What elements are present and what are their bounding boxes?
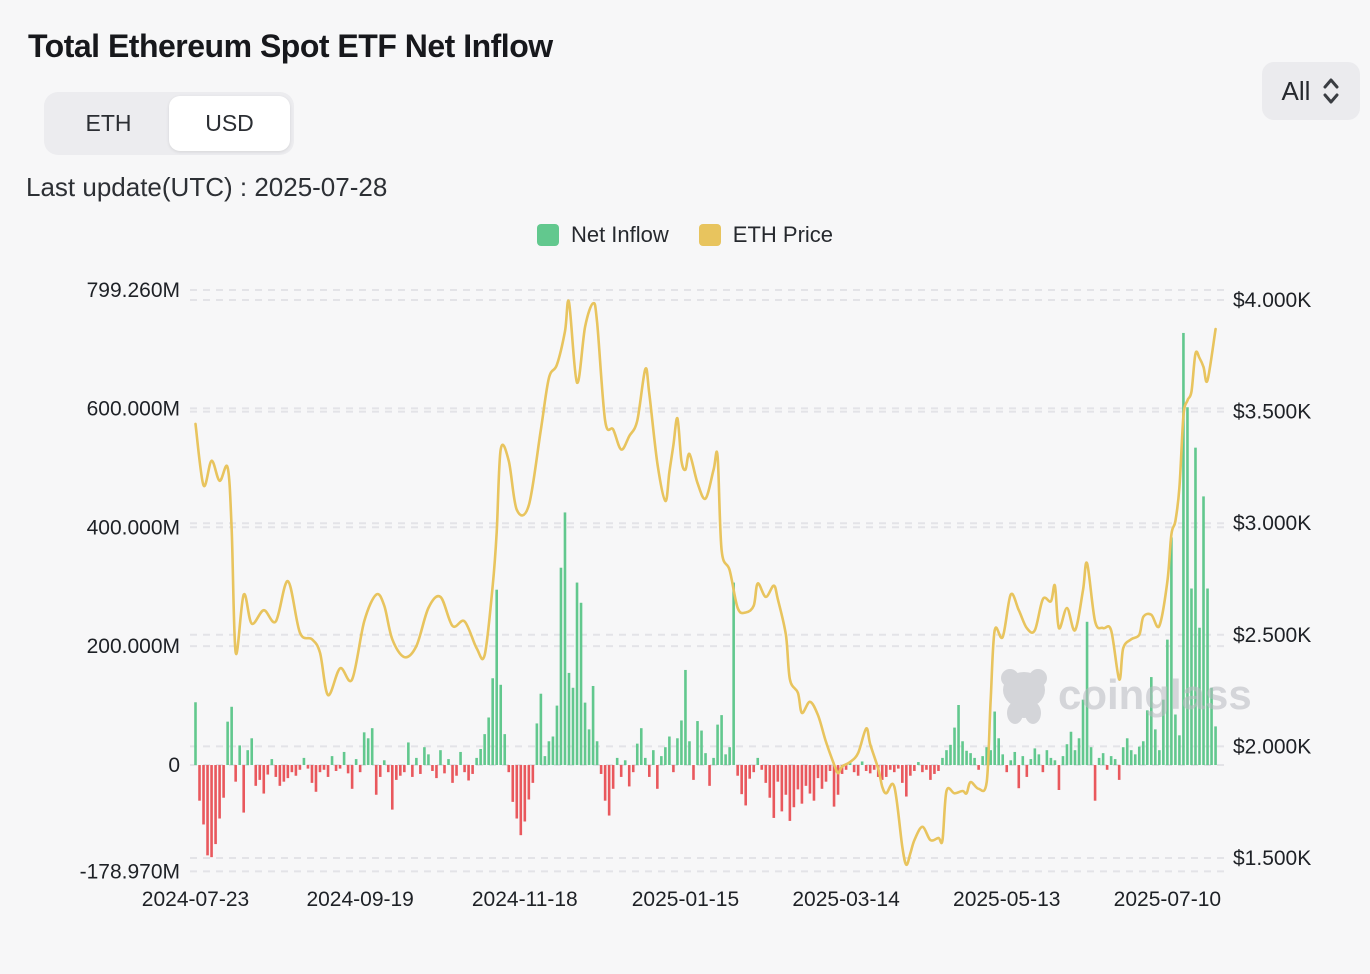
time-range-select[interactable]: All	[1262, 62, 1360, 120]
right-axis-tick: $3.500K	[1233, 401, 1311, 424]
eth-price-swatch	[698, 224, 721, 246]
right-axis-tick: $3.000K	[1233, 512, 1311, 535]
toggle-option-eth[interactable]: ETH	[85, 110, 132, 136]
time-range-value: All	[1281, 75, 1311, 106]
left-axis-tick: -178.970M	[80, 860, 180, 883]
right-axis-tick: $1.500K	[1233, 847, 1311, 870]
left-axis-tick: 400.000M	[87, 516, 180, 539]
x-axis-tick: 2024-07-23	[142, 888, 249, 911]
gridlines	[190, 289, 1228, 873]
legend-item-net-inflow[interactable]: Net Inflow	[536, 222, 669, 248]
last-update-label: Last update(UTC) : 2025-07-28	[26, 172, 388, 202]
chart-legend: Net Inflow ETH Price	[0, 222, 1370, 248]
net-inflow-swatch	[536, 224, 559, 246]
x-axis-tick: 2025-03-14	[792, 888, 900, 911]
right-axis-tick: $4.000K	[1233, 289, 1311, 312]
left-axis-tick: 600.000M	[87, 397, 180, 420]
chevron-up-down-icon	[1322, 76, 1340, 106]
unit-toggle[interactable]: ETH USD	[44, 92, 294, 155]
left-axis-tick: 0	[168, 754, 180, 777]
net-inflow-bars	[194, 332, 1217, 858]
x-axis-tick: 2025-07-10	[1114, 888, 1221, 911]
x-axis-tick: 2025-01-15	[632, 888, 739, 911]
x-axis-tick: 2025-05-13	[953, 888, 1060, 911]
page-title: Total Ethereum Spot ETF Net Inflow	[28, 28, 553, 64]
left-axis-tick: 799.260M	[87, 279, 180, 302]
legend-label-eth-price: ETH Price	[732, 222, 834, 247]
toggle-option-usd[interactable]: USD	[169, 96, 290, 151]
right-axis-tick: $2.000K	[1233, 735, 1311, 758]
eth-price-line	[194, 299, 1217, 867]
x-axis-tick: 2024-11-18	[472, 888, 578, 911]
legend-item-eth-price[interactable]: ETH Price	[698, 222, 834, 248]
left-axis-tick: 200.000M	[87, 635, 180, 658]
right-axis-tick: $2.500K	[1233, 624, 1311, 647]
x-axis-tick: 2024-09-19	[306, 888, 413, 911]
legend-label-net-inflow: Net Inflow	[570, 222, 669, 247]
